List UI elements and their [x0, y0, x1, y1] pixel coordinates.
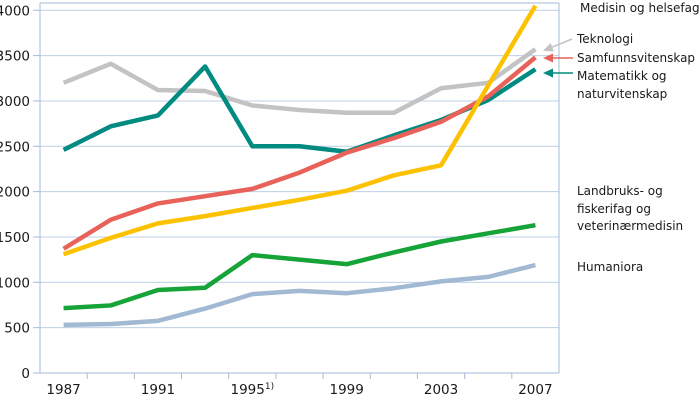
legend-label-medisin: Medisin og helsefag	[580, 0, 700, 18]
series-line-landbruk	[63, 222, 536, 311]
x-axis-label: 19951)	[231, 382, 275, 398]
x-axis-label: 1999	[330, 382, 364, 398]
series-line-medisin	[62, 4, 538, 257]
legend-text-line: Medisin og helsefag	[580, 1, 700, 15]
y-axis-label: 500	[4, 321, 30, 337]
footnote-marker: 1)	[265, 382, 274, 392]
series-line-humaniora	[63, 262, 536, 328]
y-axis-label: 1500	[0, 230, 30, 246]
legend-arrowhead-teknologi	[543, 43, 554, 52]
legend-label-humaniora: Humaniora	[577, 259, 643, 277]
y-axis-label: 1000	[0, 275, 30, 291]
legend-text-line: Teknologi	[577, 32, 634, 46]
legend-text-line: naturvitenskap	[577, 86, 668, 101]
legend-arrowhead-matnat	[543, 68, 553, 78]
x-axis-label: 2003	[424, 382, 458, 398]
legend-arrowhead-samfunnsvitenskap	[543, 53, 553, 63]
legend-text-line: Samfunnsvitenskap	[577, 51, 696, 65]
y-axis-label: 3000	[0, 94, 30, 110]
legend-label-teknologi: Teknologi	[577, 31, 633, 49]
x-axis-label: 1991	[141, 382, 175, 398]
y-axis-label: 3500	[0, 49, 30, 65]
y-axis-label: 2000	[0, 185, 30, 201]
y-axis-label: 0	[21, 366, 30, 382]
legend-text-line: Humaniora	[577, 260, 644, 274]
series-line-samfunnsvitenskap	[62, 55, 537, 251]
y-axis-label: 2500	[0, 139, 30, 155]
legend-label-samfunnsvitenskap: Samfunnsvitenskap	[577, 50, 695, 68]
y-axis-label: 4000	[0, 3, 30, 19]
legend-text-line: fiskerifag og	[577, 201, 651, 216]
legend-text-line: Matematikk og	[577, 69, 667, 83]
legend-arrow-line-teknologi	[551, 38, 573, 48]
legend-text-line: veterinærmedisin	[577, 219, 684, 233]
x-axis-label: 1987	[46, 382, 80, 398]
x-axis-label: 2007	[518, 382, 552, 398]
legend-label-landbruk: Landbruks- og fiskerifag og veterinærmed…	[577, 183, 683, 236]
series-line-teknologi	[62, 47, 537, 115]
legend-label-matnat: Matematikk og naturvitenskap	[577, 68, 667, 103]
legend-text-line: Landbruks- og	[577, 184, 663, 198]
